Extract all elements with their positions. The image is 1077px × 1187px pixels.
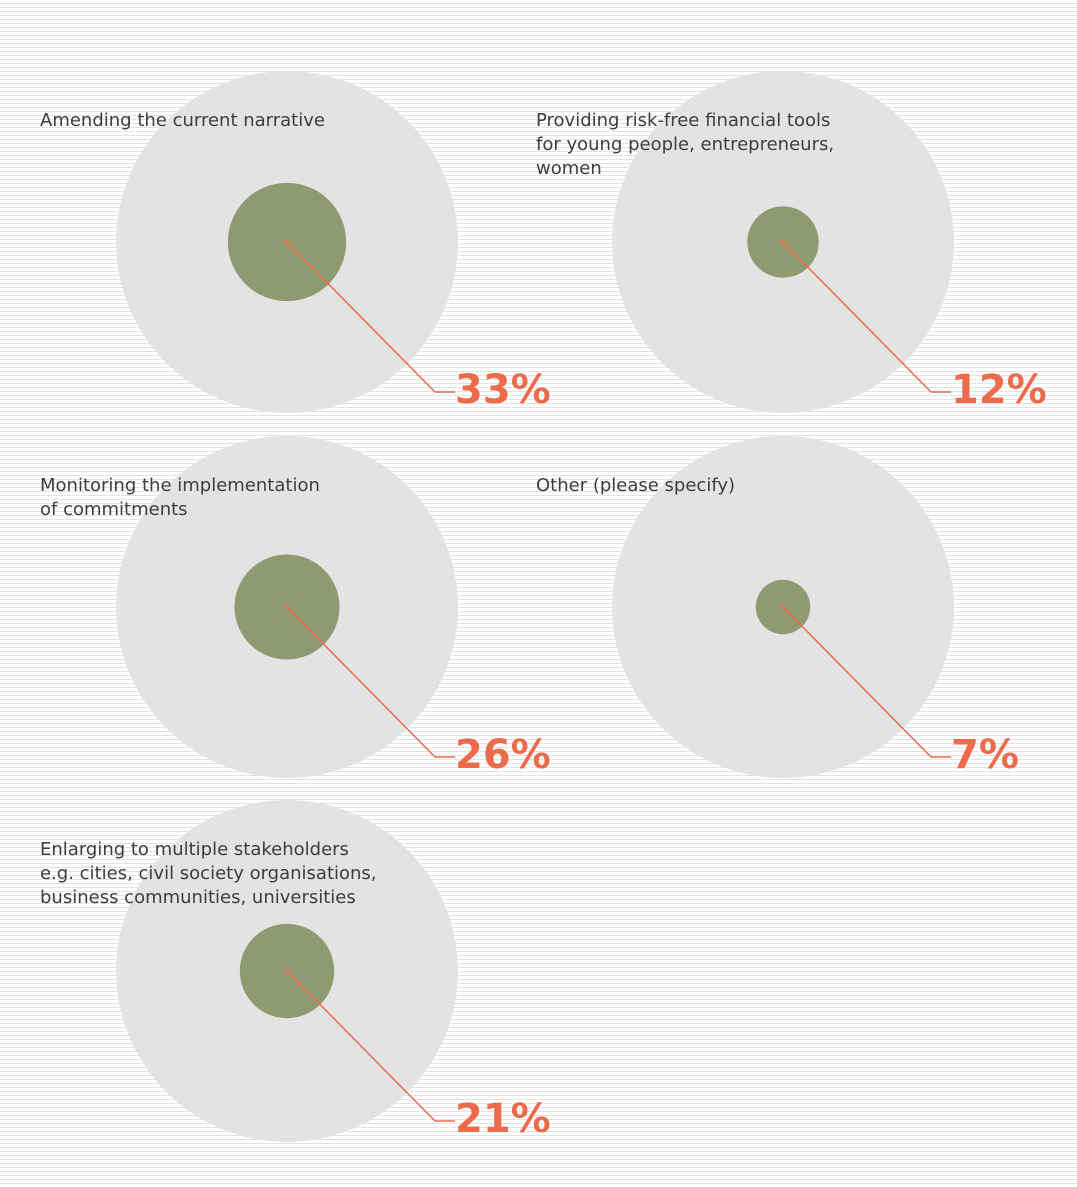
leader-line: [286, 970, 436, 1122]
category-label: Monitoring the implementation of commitm…: [40, 475, 320, 520]
leader-line: [286, 606, 436, 758]
category-label: Providing risk-free financial tools for …: [536, 110, 835, 179]
value-label: 33%: [455, 367, 551, 413]
bubble-panel: [612, 436, 954, 778]
leader-line: [782, 241, 932, 393]
center-dot: [781, 240, 785, 244]
bubble-panel: [116, 71, 458, 413]
bubble-panel: [116, 800, 458, 1142]
bubble-panel: [612, 71, 954, 413]
category-label: Enlarging to multiple stakeholders e.g. …: [40, 839, 377, 908]
center-dot: [781, 605, 785, 609]
leader-line: [782, 606, 932, 758]
value-label: 26%: [455, 732, 551, 778]
category-label: Other (please specify): [536, 475, 736, 496]
center-dot: [285, 240, 289, 244]
bubble-panel: [116, 436, 458, 778]
category-label: Amending the current narrative: [40, 110, 325, 131]
center-dot: [285, 605, 289, 609]
leader-line: [286, 241, 436, 393]
value-label: 21%: [455, 1096, 551, 1142]
center-dot: [285, 969, 289, 973]
value-label: 7%: [951, 732, 1019, 778]
value-label: 12%: [951, 367, 1047, 413]
